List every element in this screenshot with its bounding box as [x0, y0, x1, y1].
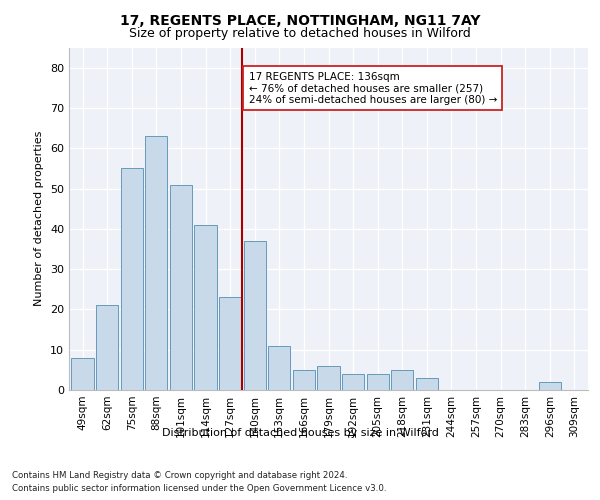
Bar [416, 378, 438, 390]
Bar [194, 225, 217, 390]
Y-axis label: Number of detached properties: Number of detached properties [34, 131, 44, 306]
Text: Size of property relative to detached houses in Wilford: Size of property relative to detached ho… [129, 28, 471, 40]
Bar [71, 358, 94, 390]
Text: Distribution of detached houses by size in Wilford: Distribution of detached houses by size … [161, 428, 439, 438]
Text: Contains HM Land Registry data © Crown copyright and database right 2024.: Contains HM Land Registry data © Crown c… [12, 471, 347, 480]
Bar [293, 370, 315, 390]
Bar [342, 374, 364, 390]
Bar [145, 136, 167, 390]
Bar [268, 346, 290, 390]
Bar [96, 306, 118, 390]
Text: Contains public sector information licensed under the Open Government Licence v3: Contains public sector information licen… [12, 484, 386, 493]
Bar [170, 184, 192, 390]
Bar [244, 241, 266, 390]
Bar [121, 168, 143, 390]
Bar [539, 382, 561, 390]
Bar [317, 366, 340, 390]
Bar [219, 298, 241, 390]
Text: 17 REGENTS PLACE: 136sqm
← 76% of detached houses are smaller (257)
24% of semi-: 17 REGENTS PLACE: 136sqm ← 76% of detach… [248, 72, 497, 105]
Bar [391, 370, 413, 390]
Text: 17, REGENTS PLACE, NOTTINGHAM, NG11 7AY: 17, REGENTS PLACE, NOTTINGHAM, NG11 7AY [120, 14, 480, 28]
Bar [367, 374, 389, 390]
